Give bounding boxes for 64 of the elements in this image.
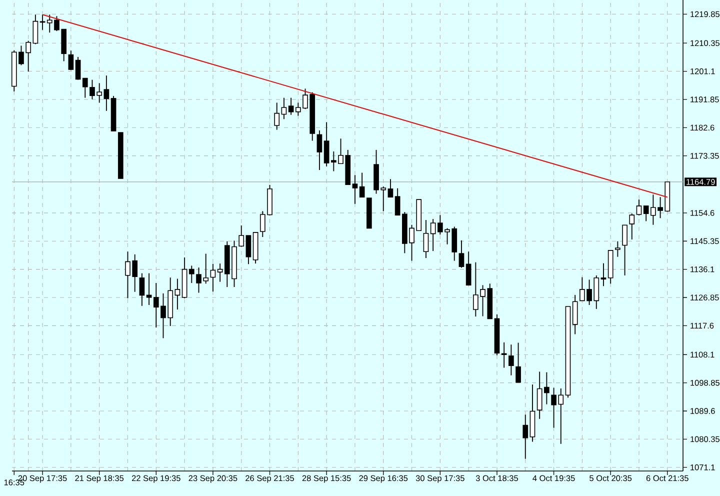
y-tick-label: 1089.6 <box>690 408 715 414</box>
candlestick <box>281 97 287 120</box>
y-tick-label: 1191.85 <box>690 96 719 102</box>
x-tick-label: 6 Oct 21:35 <box>646 475 688 482</box>
candlestick <box>246 235 252 265</box>
y-tick-label: 1136.1 <box>690 266 714 272</box>
y-tick-label: 1080.35 <box>690 436 720 442</box>
candlestick <box>352 174 358 204</box>
y-tick-label: 1098.85 <box>690 380 720 386</box>
candlestick <box>217 263 223 282</box>
x-tick-label: 28 Sep 15:35 <box>302 475 351 483</box>
x-tick-label: 4 Oct 19:35 <box>532 475 575 482</box>
candlestick <box>430 218 436 252</box>
candlestick <box>501 342 507 368</box>
y-tick-label: 1219.85 <box>690 11 720 18</box>
candlestick <box>288 97 294 116</box>
x-tick-label: 23 Sep 20:35 <box>188 475 238 483</box>
candlestick <box>139 272 145 306</box>
candlestick <box>174 278 180 310</box>
candlestick <box>394 188 400 216</box>
candlestick <box>104 75 110 112</box>
candlestick <box>458 240 464 268</box>
y-tick-label: 1182.6 <box>690 124 714 131</box>
y-tick-label: 1145.35 <box>690 238 719 244</box>
candlestick <box>359 172 365 198</box>
candlestick <box>316 130 322 170</box>
candlestick <box>508 344 514 376</box>
candlestick <box>210 263 216 292</box>
candlestick <box>516 342 521 383</box>
candlestick <box>466 251 472 286</box>
candlestick <box>68 50 74 71</box>
candlestick <box>636 199 642 216</box>
ref-line-label: 1164.79 <box>686 178 715 185</box>
candlestick <box>622 224 628 276</box>
candlestick <box>522 414 528 460</box>
y-tick-label: 1071.1 <box>690 464 715 470</box>
candlestick <box>615 240 620 258</box>
x-tick-label: 29 Sep 16:35 <box>359 475 408 483</box>
x-tick-label: 16:35 <box>4 479 24 486</box>
candlestick <box>388 178 394 198</box>
x-tick-label: 30 Sep 17:35 <box>416 475 464 483</box>
candlestick <box>600 262 606 287</box>
candlestick <box>32 14 38 45</box>
x-tick-label: 3 Oct 18:35 <box>476 475 518 482</box>
y-tick-label: 1126.85 <box>690 294 719 300</box>
candlestick <box>274 102 280 130</box>
x-tick-label: 26 Sep 21:35 <box>246 475 294 483</box>
y-tick-label: 1173.35 <box>690 152 719 159</box>
candlestick <box>423 219 429 259</box>
y-tick-label: 1201.1 <box>690 68 715 74</box>
candlestick <box>572 294 578 335</box>
candlestick <box>324 122 330 167</box>
x-tick-label: 21 Sep 18:35 <box>75 475 124 483</box>
x-tick-label: 5 Oct 20:35 <box>590 475 632 482</box>
x-tick-label: 22 Sep 19:35 <box>132 475 180 483</box>
candlestick <box>40 14 46 30</box>
candlestick <box>82 78 88 98</box>
y-tick-label: 1117.6 <box>690 322 714 329</box>
candlestick <box>238 224 244 248</box>
y-tick-label: 1108.1 <box>690 352 714 358</box>
candlestick <box>629 213 635 240</box>
y-tick-label: 1154.6 <box>690 210 714 216</box>
y-tick-label: 1210.35 <box>690 40 720 46</box>
candlestick <box>75 56 81 80</box>
